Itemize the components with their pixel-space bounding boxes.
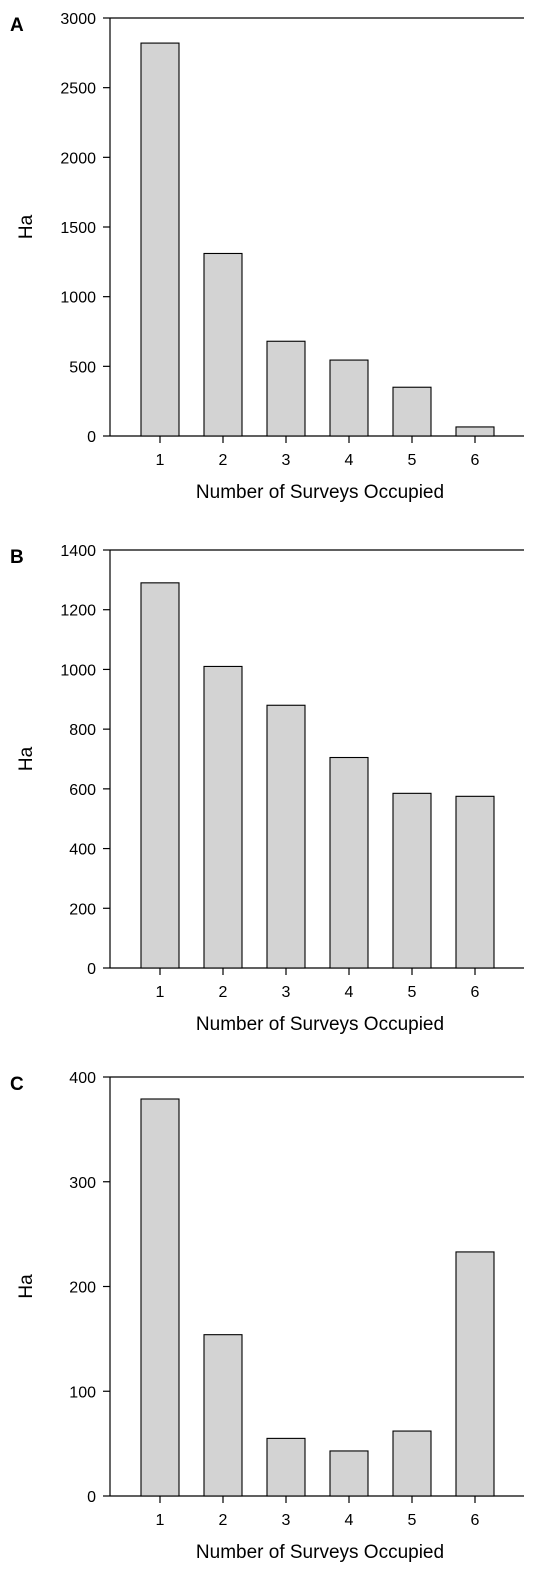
panel-a-x-tick-label: 2 — [219, 452, 228, 469]
panel-c-y-tick-label: 200 — [69, 1280, 96, 1297]
panel-b-bar-6 — [455, 795, 495, 969]
panel-b-x-tick-label: 3 — [282, 984, 291, 1001]
panel-c-x-tick-label: 4 — [345, 1512, 354, 1529]
panel-c-x-tick-label: 6 — [471, 1512, 480, 1529]
panel-b-y-axis-title: Ha — [16, 746, 37, 771]
panel-a-x-tick-label: 6 — [471, 452, 480, 469]
panel-a-x-tick-label: 1 — [156, 452, 165, 469]
panel-b-bar-5 — [392, 792, 432, 969]
panel-b-bar-4 — [329, 756, 369, 969]
panel-a-y-axis-title: Ha — [16, 214, 37, 239]
panel-c-x-tick-label: 5 — [408, 1512, 417, 1529]
panel-a-y-tick-label: 1500 — [60, 220, 96, 237]
panel-a-x-axis-title: Number of Surveys Occupied — [196, 482, 444, 503]
panel-b-x-tick-label: 5 — [408, 984, 417, 1001]
panel-b-bar-1 — [140, 582, 180, 969]
panel-b-bar-3 — [266, 704, 306, 969]
panel-b-y-tick-label: 200 — [69, 901, 96, 918]
panel-c-y-axis-title: Ha — [16, 1274, 37, 1299]
panel-c-bar-3 — [266, 1437, 306, 1497]
panel-c-x-tick-label: 1 — [156, 1512, 165, 1529]
panel-c-x-tick-label: 2 — [219, 1512, 228, 1529]
panel-b-letter: B — [10, 547, 24, 568]
panel-b-y-tick-label: 800 — [69, 722, 96, 739]
panel-b-y-tick-label: 1000 — [60, 662, 96, 679]
panel-b-y-tick-label: 400 — [69, 842, 96, 859]
panel-b-y-tick-label: 0 — [87, 961, 96, 978]
panel-a-y-tick-label: 2000 — [60, 150, 96, 167]
panel-a-x-tick-label: 5 — [408, 452, 417, 469]
panel-b-x-tick-label: 2 — [219, 984, 228, 1001]
panel-a-bar-1 — [140, 42, 180, 437]
panel-a-y-tick-label: 500 — [69, 359, 96, 376]
panel-c-x-axis-title: Number of Surveys Occupied — [196, 1542, 444, 1563]
panel-a-x-tick-label: 3 — [282, 452, 291, 469]
panel-b-x-tick-label: 1 — [156, 984, 165, 1001]
panel-c-bar-2 — [203, 1334, 243, 1497]
panel-a-bar-5 — [392, 386, 432, 437]
panel-a-y-tick-label: 2500 — [60, 81, 96, 98]
panel-a-y-tick-label: 3000 — [60, 11, 96, 28]
panel-c-x-tick-label: 3 — [282, 1512, 291, 1529]
panel-a-bar-6 — [455, 426, 495, 437]
panel-a-bar-3 — [266, 340, 306, 437]
panel-c-y-tick-label: 0 — [87, 1489, 96, 1506]
panel-c-bar-6 — [455, 1251, 495, 1497]
panel-c-y-tick-label: 100 — [69, 1384, 96, 1401]
panel-a-bar-4 — [329, 359, 369, 437]
panel-c-y-tick-label: 300 — [69, 1175, 96, 1192]
panel-a-bar-2 — [203, 252, 243, 437]
panel-b-x-tick-label: 6 — [471, 984, 480, 1001]
panel-c-bar-1 — [140, 1098, 180, 1497]
panel-b-bar-2 — [203, 665, 243, 969]
panel-a-letter: A — [10, 15, 24, 36]
panel-a-x-tick-label: 4 — [345, 452, 354, 469]
panel-b-y-tick-label: 600 — [69, 782, 96, 799]
panel-a-y-tick-label: 1000 — [60, 290, 96, 307]
panel-c-letter: C — [10, 1074, 24, 1095]
panel-b-x-tick-label: 4 — [345, 984, 354, 1001]
panel-a-y-tick-label: 0 — [87, 429, 96, 446]
panel-b-y-tick-label: 1200 — [60, 603, 96, 620]
panel-b-y-tick-label: 1400 — [60, 543, 96, 560]
panel-c-bar-4 — [329, 1450, 369, 1497]
panel-c-y-tick-label: 400 — [69, 1070, 96, 1087]
panel-c-bar-5 — [392, 1430, 432, 1497]
panel-b-x-axis-title: Number of Surveys Occupied — [196, 1014, 444, 1035]
